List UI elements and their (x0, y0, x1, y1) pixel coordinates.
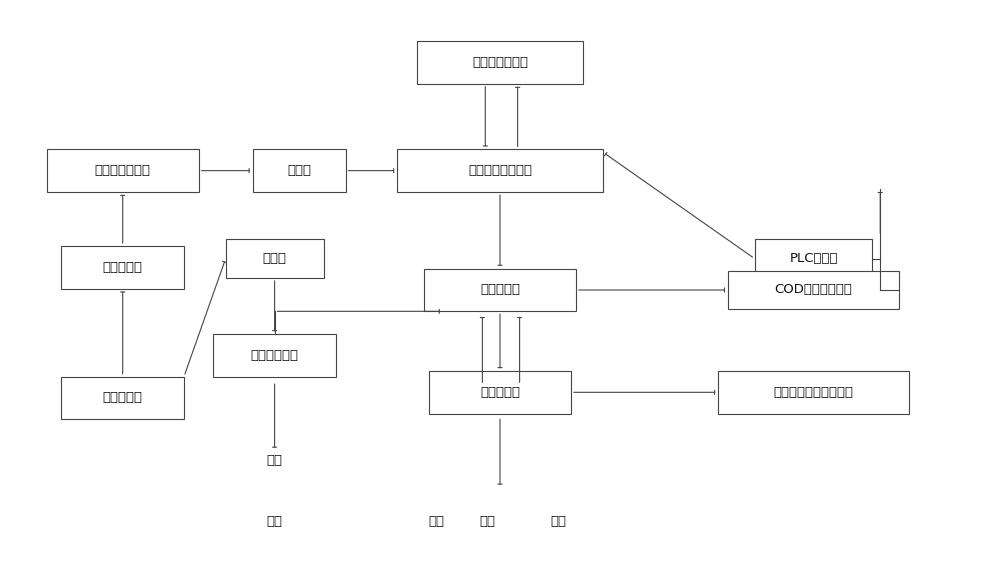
Text: 空气精细过滤器: 空气精细过滤器 (95, 164, 151, 177)
Bar (429, 371, 571, 414)
Text: 空气: 空气 (551, 515, 567, 528)
Text: 空气冷干机: 空气冷干机 (103, 261, 143, 274)
Bar (61, 376, 184, 419)
Text: 空气压缩机: 空气压缩机 (103, 392, 143, 404)
Bar (728, 271, 899, 309)
Text: 进水: 进水 (428, 515, 444, 528)
Text: COD在线检测系统: COD在线检测系统 (775, 284, 853, 296)
Bar (397, 149, 603, 192)
Text: 活性气体发生装置: 活性气体发生装置 (468, 164, 532, 177)
Text: 制氧机: 制氧机 (287, 164, 311, 177)
Text: 空气: 空气 (267, 515, 283, 528)
Bar (424, 269, 576, 311)
Bar (253, 149, 346, 192)
Bar (61, 246, 184, 289)
Bar (226, 240, 324, 278)
Text: PLC控制器: PLC控制器 (789, 252, 838, 265)
Text: 冷却水循环系统: 冷却水循环系统 (472, 56, 528, 69)
Bar (718, 371, 909, 414)
Text: 活性气体在线检测系统: 活性气体在线检测系统 (774, 386, 854, 399)
Text: 空气粗过滤器: 空气粗过滤器 (251, 349, 299, 362)
Bar (213, 334, 336, 376)
Text: 接触氧化罐: 接触氧化罐 (480, 284, 520, 296)
Bar (417, 41, 583, 84)
Bar (755, 240, 872, 278)
Text: 消音器: 消音器 (263, 252, 287, 265)
Text: 尾气回收器: 尾气回收器 (480, 386, 520, 399)
Text: 空气: 空气 (267, 454, 283, 467)
Text: 出水: 出水 (479, 515, 495, 528)
Bar (47, 149, 199, 192)
